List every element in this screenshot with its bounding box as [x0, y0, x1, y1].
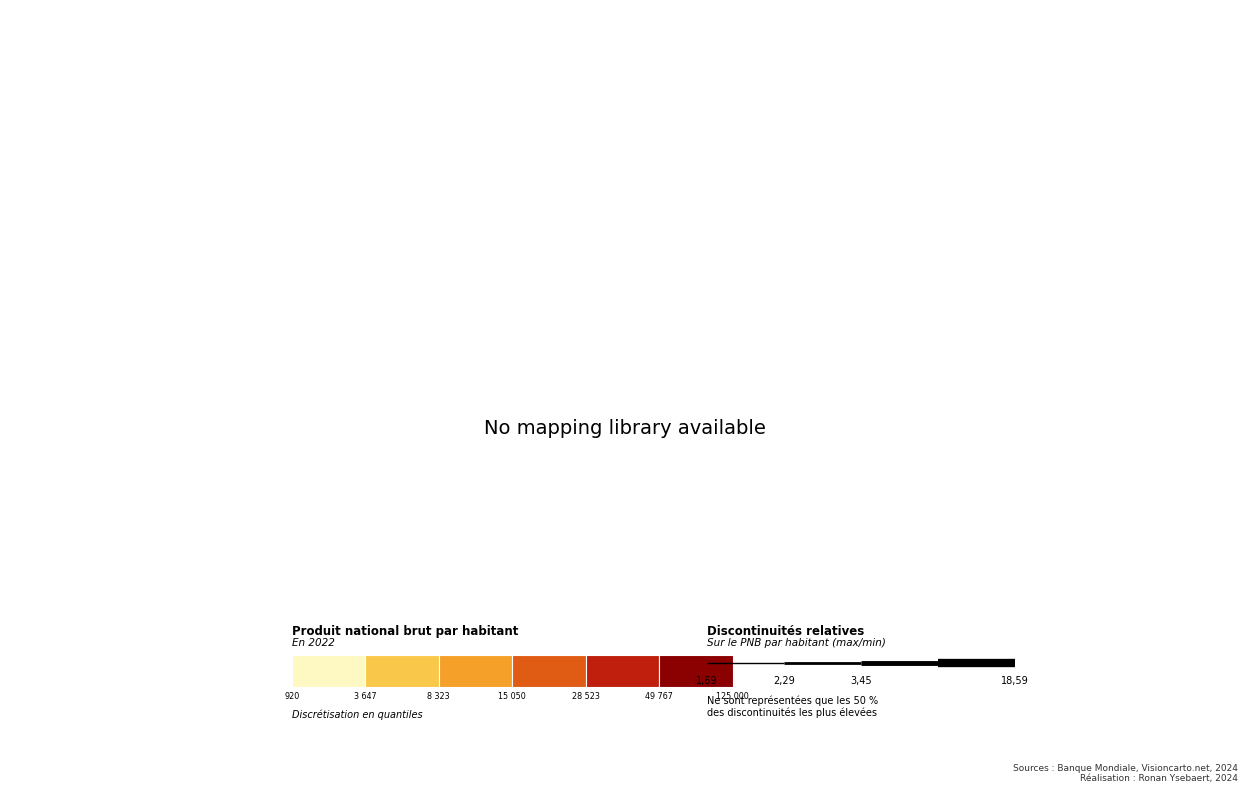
Text: Discontinuités relatives: Discontinuités relatives [707, 625, 864, 638]
Text: Les lignes de fracture de richesses mondiales: Les lignes de fracture de richesses mond… [338, 18, 912, 38]
Text: 49 767: 49 767 [645, 692, 674, 701]
Text: 920: 920 [284, 692, 300, 701]
Text: 15 050: 15 050 [499, 692, 526, 701]
Text: En 2022: En 2022 [291, 638, 335, 648]
Text: 3 647: 3 647 [354, 692, 376, 701]
Bar [659, 655, 732, 687]
Text: Produit national brut par habitant: Produit national brut par habitant [291, 625, 519, 638]
Bar [291, 655, 365, 687]
Bar [586, 655, 659, 687]
Bar [512, 655, 586, 687]
Text: Sources : Banque Mondiale, Visioncarto.net, 2024
Réalisation : Ronan Ysebaert, 2: Sources : Banque Mondiale, Visioncarto.n… [1013, 764, 1238, 783]
Text: Ne sont représentées que les 50 %
des discontinuités les plus élevées: Ne sont représentées que les 50 % des di… [707, 695, 879, 718]
Text: 28 523: 28 523 [571, 692, 600, 701]
Text: 1,69: 1,69 [696, 676, 718, 686]
Text: 2,29: 2,29 [774, 676, 795, 686]
Text: 3,45: 3,45 [850, 676, 871, 686]
Text: 18,59: 18,59 [1001, 676, 1029, 686]
Bar [365, 655, 439, 687]
Text: Discrétisation en quantiles: Discrétisation en quantiles [291, 710, 422, 720]
Bar [439, 655, 512, 687]
Text: 8 323: 8 323 [428, 692, 450, 701]
Text: 125 000: 125 000 [716, 692, 749, 701]
Text: No mapping library available: No mapping library available [484, 419, 766, 438]
Text: Sur le PNB par habitant (max/min): Sur le PNB par habitant (max/min) [707, 638, 886, 648]
